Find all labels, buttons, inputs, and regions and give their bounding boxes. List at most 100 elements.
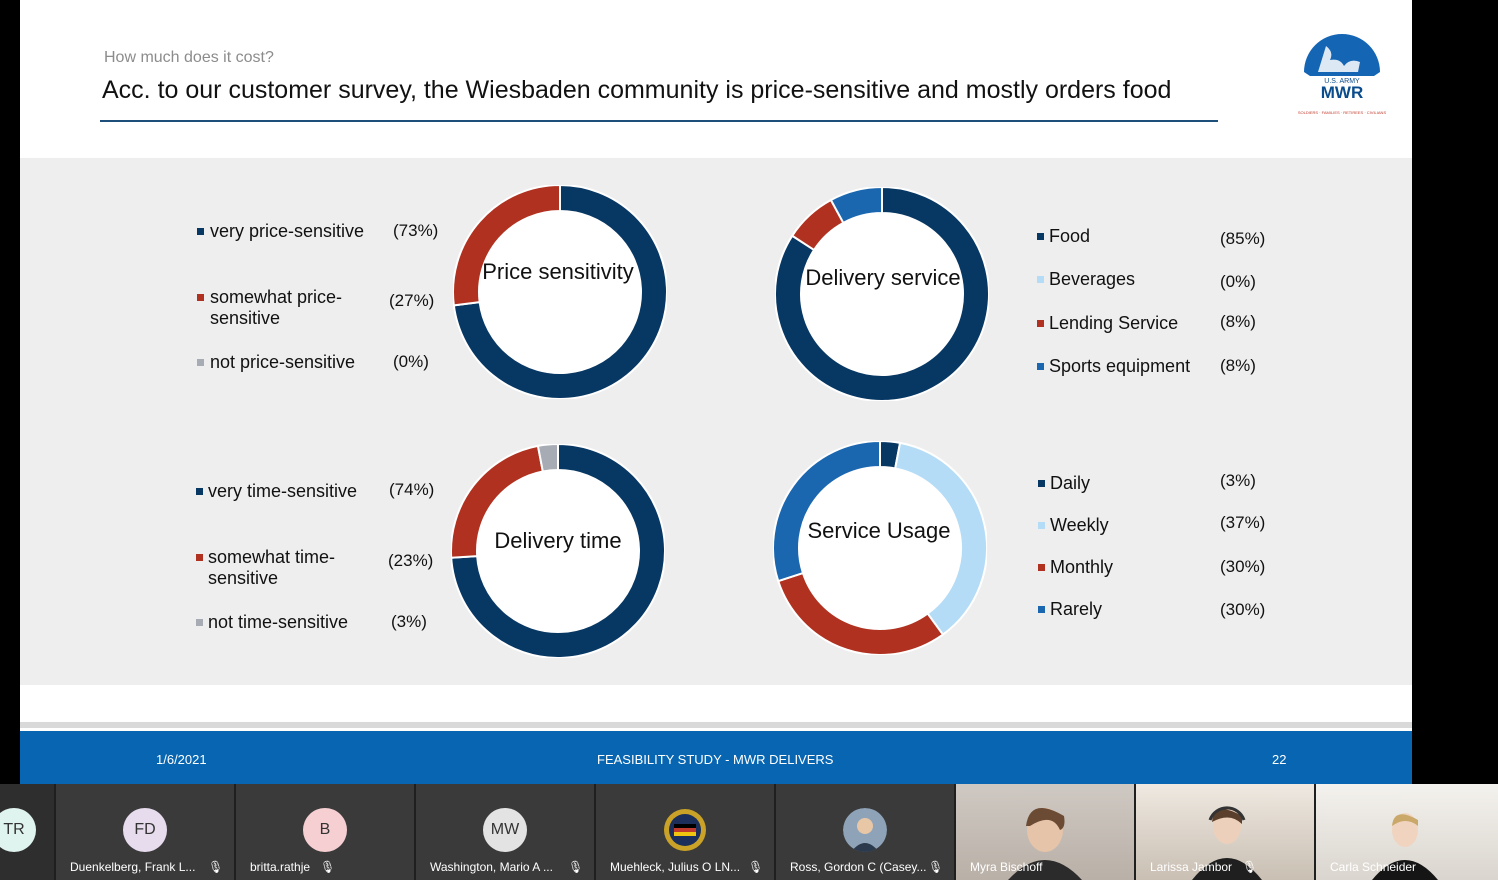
- legend-value: (8%): [1220, 312, 1256, 331]
- participant-name: Ross, Gordon C (Casey...: [790, 860, 927, 874]
- headline-rule: [100, 120, 1218, 122]
- legend-value: (3%): [1220, 471, 1256, 490]
- participant-strip: TR FD Duenkelberg, Frank L... 🎙 B britta…: [0, 784, 1498, 880]
- avatar: TR: [0, 808, 36, 852]
- footer-page-number: 22: [1272, 752, 1287, 767]
- participant-name: Muehleck, Julius O LN...: [610, 860, 741, 874]
- logo-mwr-text: MWR: [1321, 83, 1363, 102]
- legend-value: (74%): [389, 480, 435, 499]
- legend-label: not time-sensitive: [208, 612, 349, 632]
- participant-name: britta.rathje: [250, 860, 311, 874]
- delivery-service-title: Delivery service: [805, 265, 961, 290]
- legend-swatch: [1037, 233, 1044, 240]
- mic-muted-icon: 🎙: [748, 860, 764, 874]
- legend-value: (30%): [1220, 600, 1266, 619]
- mic-muted-icon: 🎙: [320, 860, 336, 874]
- participant-name: Myra Bischoff: [970, 860, 1043, 874]
- charts-panel: Price sensitivity very price-sensitive (…: [20, 158, 1412, 685]
- participant-tile[interactable]: FD Duenkelberg, Frank L... 🎙: [56, 784, 234, 880]
- delivery-service-donut: [775, 187, 989, 401]
- legend-swatch: [1038, 522, 1045, 529]
- legend-swatch: [197, 359, 204, 366]
- legend-value: (23%): [388, 551, 434, 570]
- donut-hole: [801, 213, 963, 375]
- legend-value: (27%): [389, 291, 435, 310]
- presentation-slide: How much does it cost? Acc. to our custo…: [20, 0, 1412, 784]
- legend-swatch: [1038, 606, 1045, 613]
- participant-tile[interactable]: TR: [0, 784, 54, 880]
- price-sensitivity-title: Price sensitivity: [482, 259, 634, 284]
- legend-value: (3%): [391, 612, 427, 631]
- delivery-time-donut: [451, 444, 665, 658]
- price-sensitivity-donut: [453, 185, 667, 399]
- legend-swatch: [197, 228, 204, 235]
- unit-crest-avatar-icon: [664, 809, 706, 851]
- legend-swatch: [1037, 363, 1044, 370]
- slide-footer: 1/6/2021 FEASIBILITY STUDY - MWR DELIVER…: [20, 731, 1412, 784]
- legend-label: Beverages: [1049, 269, 1136, 289]
- legend-label: Monthly: [1050, 557, 1114, 577]
- participant-video-person: [1192, 806, 1262, 880]
- donut-hole: [477, 470, 639, 632]
- legend-value: (0%): [1220, 272, 1256, 291]
- legend-label: somewhat price-sensitive: [210, 287, 343, 328]
- legend-swatch: [1037, 276, 1044, 283]
- legend-value: (73%): [393, 221, 439, 240]
- participant-name: Washington, Mario A ...: [430, 860, 553, 874]
- service-usage-title: Service Usage: [807, 518, 951, 543]
- legend-label: Lending Service: [1049, 313, 1179, 333]
- slide-kicker: How much does it cost?: [104, 49, 274, 66]
- legend-swatch: [1037, 320, 1044, 327]
- legend-label: not price-sensitive: [210, 352, 356, 372]
- slide-headline: Acc. to our customer survey, the Wiesbad…: [102, 76, 1172, 104]
- service-usage-donut: [773, 441, 987, 655]
- footer-separator: [20, 722, 1412, 728]
- avatar: FD: [123, 808, 167, 852]
- avatar: B: [303, 808, 347, 852]
- legend-label: very time-sensitive: [208, 481, 358, 501]
- legend-label: Daily: [1050, 473, 1091, 493]
- legend-label: very price-sensitive: [210, 221, 365, 241]
- delivery-time-title: Delivery time: [494, 528, 622, 553]
- mic-muted-icon: 🎙: [1242, 860, 1258, 874]
- legend-swatch: [1038, 480, 1045, 487]
- participant-video-person: [1372, 813, 1438, 880]
- participant-tile[interactable]: B britta.rathje 🎙: [236, 784, 414, 880]
- mic-muted-icon: 🎙: [568, 860, 584, 874]
- footer-title: FEASIBILITY STUDY - MWR DELIVERS: [597, 752, 834, 767]
- legend-swatch: [1038, 564, 1045, 571]
- mwr-logo: U.S. ARMY MWR SOLDIERS · FAMILIES · RETI…: [1298, 34, 1387, 122]
- logo-ring-text: SOLDIERS · FAMILIES · RETIREES · CIVILIA…: [1298, 110, 1387, 115]
- participant-name: Larissa Jambor: [1150, 860, 1233, 874]
- participant-tile[interactable]: Muehleck, Julius O LN... 🎙: [596, 784, 774, 880]
- mic-muted-icon: 🎙: [928, 860, 944, 874]
- legend-value: (37%): [1220, 513, 1266, 532]
- legend-swatch: [196, 619, 203, 626]
- profile-photo-avatar-icon: [843, 808, 887, 852]
- mic-muted-icon: 🎙: [208, 860, 224, 874]
- legend-label: Weekly: [1050, 515, 1109, 535]
- legend-swatch: [196, 554, 203, 561]
- legend-label: somewhat time-sensitive: [208, 547, 336, 588]
- logo-army-text: U.S. ARMY: [1324, 78, 1360, 85]
- legend-label: Food: [1049, 226, 1091, 246]
- participant-video-person: [1008, 808, 1082, 880]
- legend-swatch: [197, 294, 204, 301]
- donut-hole: [799, 467, 961, 629]
- participant-video-tile[interactable]: Carla Schneider: [1316, 784, 1498, 880]
- legend-label: Sports equipment: [1049, 356, 1191, 376]
- participant-tile[interactable]: Ross, Gordon C (Casey... 🎙: [776, 784, 954, 880]
- legend-value: (0%): [393, 352, 429, 371]
- participant-name: Duenkelberg, Frank L...: [70, 860, 196, 874]
- legend-label: Rarely: [1050, 599, 1103, 619]
- legend-swatch: [196, 488, 203, 495]
- participant-name: Carla Schneider: [1330, 860, 1417, 874]
- participant-tile[interactable]: MW Washington, Mario A ... 🎙: [416, 784, 594, 880]
- legend-value: (85%): [1220, 229, 1266, 248]
- donut-hole: [479, 211, 641, 373]
- window-side-bar: [1412, 0, 1498, 784]
- legend-value: (8%): [1220, 356, 1256, 375]
- legend-value: (30%): [1220, 557, 1266, 576]
- participant-video-tile[interactable]: Larissa Jambor 🎙: [1136, 784, 1314, 880]
- participant-video-tile[interactable]: Myra Bischoff: [956, 784, 1134, 880]
